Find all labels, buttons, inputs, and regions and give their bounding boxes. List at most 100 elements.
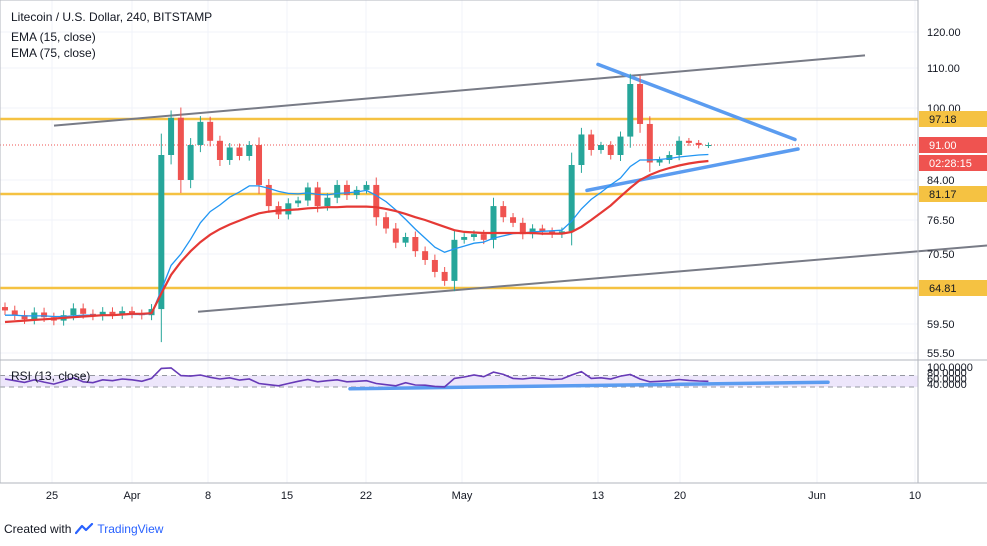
candle-body (363, 184, 370, 190)
candle-body (99, 311, 106, 316)
candle-body (676, 140, 683, 155)
rsi-series-line (4, 367, 709, 388)
candle-body (539, 228, 546, 232)
time-tick-label: Apr (123, 490, 140, 502)
candle-body (588, 134, 595, 150)
triangle-lower-trendline (585, 147, 800, 193)
candle-body (392, 228, 399, 243)
candle-body (383, 217, 390, 229)
created-with-text: Created with (4, 522, 72, 536)
candle-body (705, 145, 712, 146)
candle-body (402, 237, 409, 243)
axes: 120.00110.00100.0084.0076.5070.5059.5055… (0, 0, 987, 502)
candle-body (656, 160, 663, 163)
candle-body (236, 147, 243, 156)
price-tick-label: 76.50 (927, 215, 955, 227)
candle-body (685, 140, 692, 143)
candle-body (11, 310, 18, 316)
tradingview-logo-icon (75, 523, 94, 535)
rsi-trendline (348, 380, 830, 391)
time-tick-label: May (452, 490, 473, 502)
candle-body (109, 311, 116, 315)
plot-frame (0, 0, 919, 484)
time-tick-label: 15 (281, 490, 293, 502)
rsi-tick-label: 60.0000 (927, 373, 967, 385)
candle-body (168, 117, 175, 155)
price-tick-label: 84.00 (927, 175, 955, 187)
tradingview-link[interactable]: TradingView (75, 522, 163, 536)
candle-body (461, 237, 468, 240)
candle-body (129, 311, 136, 314)
candle-body (314, 187, 321, 207)
price-tick-label: 110.00 (927, 63, 960, 75)
time-tick-label: 25 (46, 490, 58, 502)
time-tick-label: 10 (909, 490, 921, 502)
candle-body (646, 123, 653, 163)
time-tick-label: 22 (360, 490, 372, 502)
rsi-tick-label: 100.0000 (927, 362, 973, 374)
rsi-overbought-oversold-band (0, 375, 918, 387)
ema-75-line (4, 159, 709, 324)
rsi-tick-label: 40.0000 (927, 379, 967, 391)
price-tick-label: 59.50 (927, 319, 955, 331)
candle-body (256, 145, 263, 185)
candle-body (666, 155, 673, 160)
price-label-box (919, 186, 987, 202)
candle-body (2, 307, 8, 311)
candle-body (568, 165, 575, 232)
price-label-box (919, 280, 987, 296)
candle-body (334, 184, 341, 198)
candle-body (480, 234, 487, 240)
price-label-text: 02:28:15 (929, 158, 972, 170)
footer: Created with TradingView (4, 518, 163, 540)
candles (2, 73, 712, 343)
candle-body (246, 145, 253, 156)
grid (0, 0, 918, 483)
candle-body (597, 145, 604, 150)
candle-body (295, 200, 302, 204)
price-tick-label: 120.00 (927, 27, 961, 39)
candle-body (285, 203, 292, 215)
channel-lower-line (197, 244, 987, 313)
price-tick-label: 70.50 (927, 249, 955, 261)
chart-title: Litecoin / U.S. Dollar, 240, BITSTAMP (11, 10, 213, 24)
rsi-tick-label: 80.0000 (927, 368, 967, 380)
ema-fast-legend: EMA (15, close) (11, 30, 96, 44)
price-labels: 97.18 91.00 02:28:15 81.17 64.81 (919, 111, 987, 296)
candle-body (431, 259, 438, 272)
candle-body (422, 251, 429, 260)
candle-body (265, 184, 272, 207)
candle-body (519, 222, 526, 235)
candle-body (343, 184, 350, 195)
candle-body (119, 311, 126, 315)
candle-body (70, 308, 77, 316)
ema-lines (4, 153, 709, 324)
candle-body (324, 197, 331, 207)
candle-body (373, 184, 380, 218)
price-label-box (919, 137, 987, 153)
trend-overlays (0, 54, 987, 391)
candle-body (451, 239, 458, 281)
price-label-text: 91.00 (929, 140, 957, 152)
candle-body (627, 84, 634, 137)
price-tick-label: 55.50 (927, 348, 955, 360)
price-label-box (919, 155, 987, 171)
rsi-legend: RSI (13, close) (11, 369, 91, 383)
candle-body (470, 234, 477, 237)
ema-15-line (5, 153, 709, 318)
candle-body (187, 145, 194, 180)
candle-body (226, 147, 233, 160)
candle-body (578, 134, 585, 165)
candle-body (441, 271, 448, 281)
candle-body (500, 206, 507, 218)
time-tick-label: 13 (592, 490, 604, 502)
price-label-box (919, 111, 987, 127)
candle-body (617, 136, 624, 155)
time-tick-label: Jun (808, 490, 826, 502)
channel-upper-line (53, 54, 866, 127)
candle-body (197, 121, 204, 145)
candle-body (510, 217, 517, 223)
triangle-upper-trendline (596, 62, 797, 142)
candle-body (80, 308, 87, 314)
